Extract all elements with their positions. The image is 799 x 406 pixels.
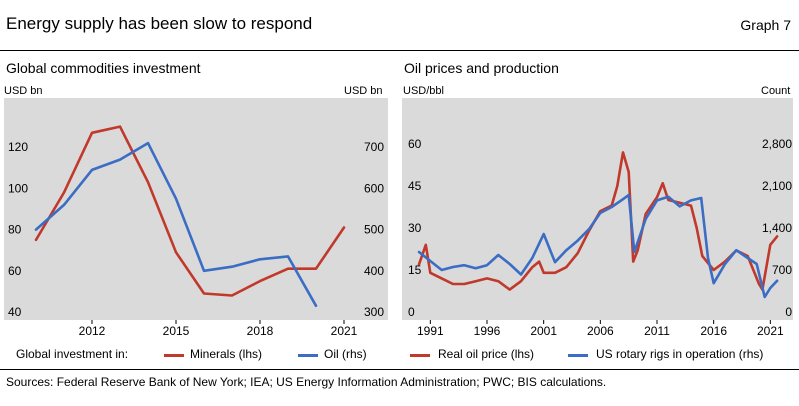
panel-left-xtick-label: 2012: [79, 324, 106, 338]
panel-right-ytick-right: 2,800: [762, 137, 792, 151]
panel-right-xtick-label: 2011: [644, 324, 670, 338]
panel-right-ytick-left: 45: [408, 179, 422, 193]
legend-swatch-real-oil-price: [410, 354, 430, 357]
panel-right-ytick-left: 60: [408, 137, 422, 151]
panel-left-xtick-label: 2021: [331, 324, 358, 338]
panel-left-ytick-left: 60: [8, 264, 22, 278]
panel-left-ytick-left: 120: [8, 140, 28, 154]
panel-left-plot-area: [4, 98, 388, 320]
header-rule: [0, 50, 799, 51]
panel-right-series-red: [417, 151, 779, 291]
panel-left-ytick-right: 600: [364, 181, 384, 195]
legend-label-oil: Oil (rhs): [324, 347, 367, 361]
panel-right-title: Oil prices and production: [404, 60, 559, 76]
figure-title: Energy supply has been slow to respond: [6, 14, 313, 33]
panel-right-ytick-left: 0: [408, 305, 415, 319]
panel-right-ytick-right: 1,400: [762, 221, 792, 235]
panel-right-xtick-label: 2001: [530, 324, 557, 338]
panel-right-xtick-label: 2021: [757, 324, 784, 338]
legend-swatch-rigs: [568, 354, 588, 357]
panel-left-ylabel-right: USD bn: [344, 85, 383, 97]
panel-right-ylabel-left: USD/bbl: [403, 85, 444, 97]
legend-label-rigs: US rotary rigs in operation (rhs): [596, 347, 764, 361]
panel-right-ytick-right: 0: [785, 305, 792, 319]
panel-left-ytick-right: 500: [364, 223, 384, 237]
chart-header: Energy supply has been slow to respond G…: [0, 0, 799, 50]
panel-right-ytick-right: 700: [772, 263, 792, 277]
panel-right-plot-area: [402, 98, 793, 320]
sources-note: Sources: Federal Reserve Bank of New Yor…: [6, 375, 607, 389]
panel-right-ylabel-right: Count: [761, 85, 791, 97]
legend-swatch-oil: [298, 354, 318, 357]
panel-left-ytick-left: 40: [8, 305, 22, 319]
panel-left-series-red: [34, 125, 346, 297]
legend-swatch-minerals: [164, 354, 184, 357]
panel-right-ytick-right: 2,100: [762, 179, 792, 193]
legend-prefix: Global investment in:: [16, 347, 129, 361]
panel-right-xtick-label: 2006: [587, 324, 614, 338]
panel-left-ytick-right: 300: [364, 305, 384, 319]
panel-left-ytick-left: 80: [8, 223, 22, 237]
panel-right-series-blue: [417, 193, 779, 299]
panel-right-xtick-label: 2016: [700, 324, 727, 338]
panel-left-xtick-label: 2015: [163, 324, 190, 338]
panel-right-xtick-label: 1996: [474, 324, 501, 338]
panel-left-ylabel-left: USD bn: [4, 85, 43, 97]
panel-right-ytick-left: 30: [408, 221, 422, 235]
legend-label-minerals: Minerals (lhs): [190, 347, 263, 361]
panel-left-series-blue: [34, 141, 318, 308]
panel-left-ytick-left: 100: [8, 181, 28, 195]
footer-rule: [0, 369, 799, 370]
panel-left-title: Global commodities investment: [6, 60, 201, 76]
panel-left-ytick-right: 400: [364, 264, 384, 278]
panel-right-xtick-label: 1991: [417, 324, 444, 338]
graph-label: Graph 7: [740, 17, 791, 33]
panel-left-ytick-right: 700: [364, 140, 384, 154]
panel-right-ytick-left: 15: [408, 263, 422, 277]
panel-left-xtick-label: 2018: [247, 324, 274, 338]
legend-label-real-oil-price: Real oil price (lhs): [438, 347, 535, 361]
